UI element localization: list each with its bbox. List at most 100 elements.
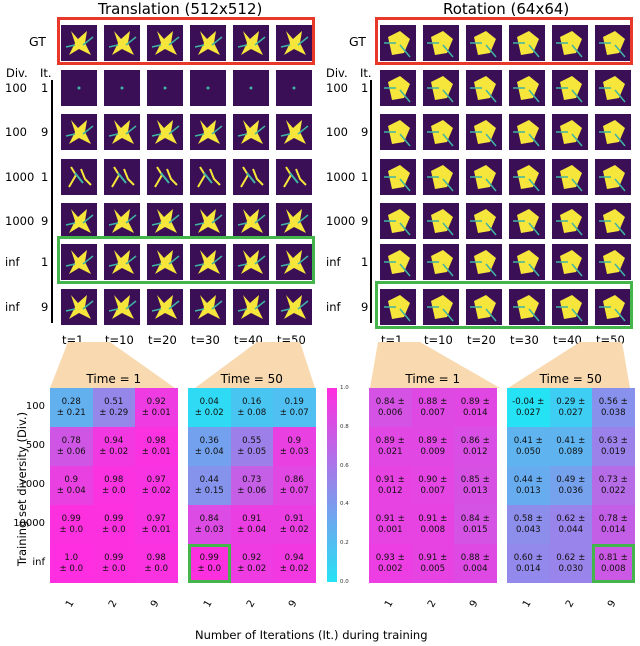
rotation-thumbnail — [466, 289, 502, 325]
translation-time-label: t=10 — [105, 333, 134, 347]
rotation-thumbnail — [552, 289, 588, 325]
translation-thumbnail — [104, 289, 140, 325]
heatmap-cell: 0.49 ± 0.036 — [549, 466, 592, 505]
rotation-thumbnail — [423, 244, 459, 280]
translation-thumbnail — [233, 114, 269, 150]
heatmap-cell: 0.9 ± 0.03 — [273, 427, 316, 466]
translation-row-div-label: 100 — [5, 125, 27, 139]
translation-title: Translation (512x512) — [98, 0, 263, 18]
translation-thumbnail — [233, 25, 269, 61]
rotation-row-it-label: 9 — [361, 214, 369, 228]
translation-thumbnail — [190, 203, 226, 239]
rotation-thumbnail — [552, 25, 588, 61]
heatmap-cell: 0.89 ± 0.021 — [369, 427, 412, 466]
heatmap-cell: 0.97 ± 0.02 — [135, 466, 178, 505]
translation-thumbnail — [147, 203, 183, 239]
rotation-thumbnail — [380, 159, 416, 195]
zoom-wedge-rotation-t1 — [370, 342, 500, 388]
y-tick-label: inf — [32, 557, 45, 568]
heatmap-cell: 0.04 ± 0.02 — [188, 388, 231, 427]
rotation-row-it-label: 1 — [361, 81, 369, 95]
rotation-row-div-label: 1000 — [326, 214, 356, 228]
translation-row-it-label: 1 — [41, 255, 49, 269]
heatmap-cell: 0.98 ± 0.01 — [135, 427, 178, 466]
rotation-thumbnail — [509, 25, 545, 61]
rotation-thumbnail — [423, 203, 459, 239]
rotation-thumbnail — [595, 289, 631, 325]
heatmap-cell: 0.89 ± 0.009 — [411, 427, 454, 466]
heatmap-cell: 0.91 ± 0.005 — [411, 544, 454, 583]
colorbar-tick-label: 0.4 — [340, 501, 349, 508]
heatmap-cell: 0.9 ± 0.04 — [50, 466, 93, 505]
translation-thumbnail — [276, 203, 312, 239]
colorbar-tick-label: 0.2 — [340, 540, 349, 547]
colorbar-tick-label: 0.0 — [340, 579, 349, 585]
translation-thumbnail — [147, 70, 183, 106]
heatmap-cell: 0.88 ± 0.004 — [454, 544, 497, 583]
rotation-thumbnail — [380, 114, 416, 150]
rotation-thumbnail — [509, 289, 545, 325]
heatmap-cell: 0.62 ± 0.044 — [549, 505, 592, 544]
translation-best-row-highlight — [57, 236, 315, 284]
heatmap-cell: 0.93 ± 0.002 — [369, 544, 412, 583]
rotation-thumbnail — [552, 203, 588, 239]
rotation-time-label: t=10 — [424, 333, 453, 347]
translation-thumbnail — [61, 203, 97, 239]
heatmap-cell: 0.94 ± 0.02 — [92, 427, 135, 466]
translation-thumbnail — [233, 289, 269, 325]
rotation-thumbnail — [380, 244, 416, 280]
heatmap-cell: 0.97 ± 0.01 — [135, 505, 178, 544]
heatmap-cell: 0.85 ± 0.013 — [454, 466, 497, 505]
heatmap-cell: 0.91 ± 0.04 — [230, 505, 273, 544]
translation-thumbnail — [233, 159, 269, 195]
heatmap-cell: 0.84 ± 0.006 — [369, 388, 412, 427]
translation-thumbnail — [190, 244, 226, 280]
translation-thumbnail — [190, 25, 226, 61]
heatmap-cell: 0.73 ± 0.06 — [230, 466, 273, 505]
rotation-thumbnail — [509, 70, 545, 106]
rotation-thumbnail — [380, 203, 416, 239]
y-tick-label: 10000 — [13, 518, 45, 529]
translation-time-label: t=20 — [148, 333, 177, 347]
rotation-thumbnail — [552, 114, 588, 150]
heatmap-cell: 0.63 ± 0.019 — [592, 427, 635, 466]
translation-thumbnail — [61, 114, 97, 150]
rotation-thumbnail — [595, 114, 631, 150]
translation-thumbnail — [104, 159, 140, 195]
heatmap-cell: 0.60 ± 0.014 — [507, 544, 550, 583]
translation-gt-label: GT — [29, 34, 46, 49]
rotation-thumbnail — [552, 244, 588, 280]
heatmap-cell: 0.41 ± 0.050 — [507, 427, 550, 466]
translation-row-it-label: 9 — [41, 214, 49, 228]
translation-thumbnail — [190, 159, 226, 195]
rotation-thumbnail — [509, 203, 545, 239]
heatmap-cell: 0.36 ± 0.04 — [188, 427, 231, 466]
y-tick-label: 500 — [25, 440, 45, 451]
translation-row-div-label: inf — [5, 255, 20, 269]
heatmap-cell: 0.28 ± 0.21 — [50, 388, 93, 427]
heatmap-cell: 0.99 ± 0.0 — [50, 505, 93, 544]
rotation-thumbnail — [466, 244, 502, 280]
heatmap-cell: 0.41 ± 0.089 — [549, 427, 592, 466]
heatmap-title: Time = 1 — [86, 372, 142, 386]
y-tick-label: 1000 — [19, 479, 45, 490]
translation-thumbnail — [276, 114, 312, 150]
rotation-row-div-label: 1000 — [326, 170, 356, 184]
heatmap-cell: 0.55 ± 0.05 — [230, 427, 273, 466]
translation-it-header: It. — [40, 66, 52, 80]
heatmap-cell: 0.99 ± 0.0 — [188, 544, 231, 583]
heatmap-cell: 0.92 ± 0.02 — [230, 544, 273, 583]
translation-row-it-label: 9 — [41, 125, 49, 139]
colorbar-tick-label: 0.6 — [340, 462, 349, 469]
heatmap-cell: 0.99 ± 0.0 — [92, 505, 135, 544]
translation-thumbnail — [104, 203, 140, 239]
heatmap-cell: 0.51 ± 0.29 — [92, 388, 135, 427]
translation-thumbnail — [104, 114, 140, 150]
rotation-thumbnail — [466, 70, 502, 106]
heatmap-cell: 0.91 ± 0.02 — [273, 505, 316, 544]
translation-thumbnail — [147, 114, 183, 150]
translation-div-header: Div. — [6, 66, 28, 80]
rotation-thumbnail — [423, 159, 459, 195]
translation-thumbnail — [276, 70, 312, 106]
translation-thumbnail — [276, 289, 312, 325]
